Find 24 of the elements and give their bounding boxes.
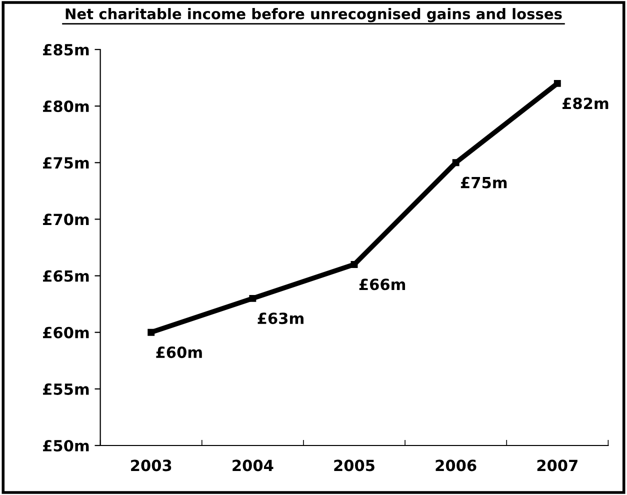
y-tick-label: £60m (43, 326, 89, 338)
x-tick-label: 2006 (436, 460, 476, 472)
x-tick-label: 2003 (131, 460, 172, 472)
y-tick-label: £75m (43, 157, 89, 169)
x-tick-label: 2005 (334, 460, 374, 472)
y-tick-label: £50m (43, 440, 89, 452)
data-label: £66m (359, 278, 406, 290)
point (554, 80, 561, 87)
point (350, 261, 358, 268)
y-tick-label: £55m (43, 383, 89, 395)
point (452, 159, 460, 166)
point (148, 328, 155, 336)
y-tick-label: £80m (43, 100, 89, 112)
data-label: £60m (156, 346, 202, 358)
point (249, 294, 256, 302)
data-label: £63m (258, 312, 304, 324)
x-tick-label: 2004 (232, 460, 274, 472)
data-label: £82m (562, 98, 608, 110)
y-tick-label: £70m (43, 214, 89, 226)
chart-title: Net charitable income before unrecognised gains and losses (66, 8, 562, 22)
data-label: £75m (460, 176, 507, 188)
y-tick-label: £85m (43, 44, 89, 56)
x-tick-label: 2007 (537, 460, 578, 472)
y-tick-label: £65m (43, 270, 89, 282)
